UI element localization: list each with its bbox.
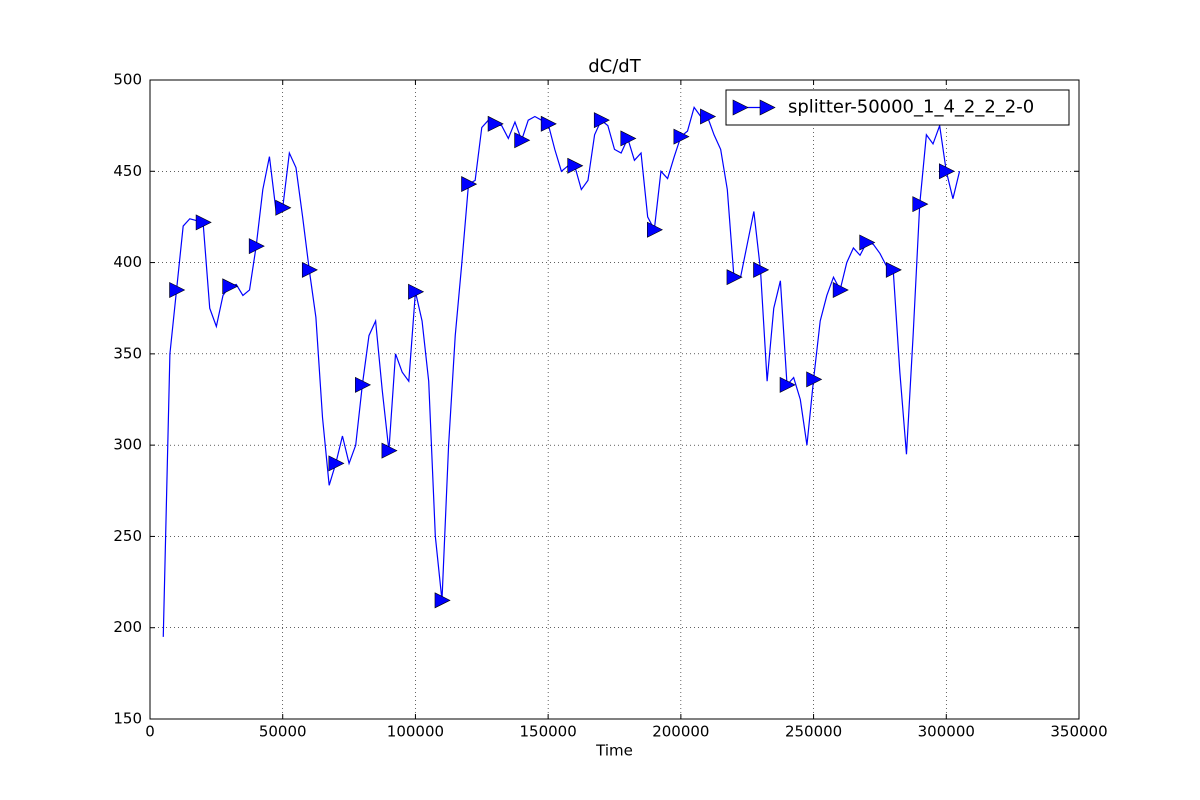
- data-marker: [726, 269, 743, 286]
- data-marker: [222, 278, 239, 295]
- data-marker: [355, 376, 372, 393]
- data-marker: [779, 376, 796, 393]
- y-tick-label: 250: [113, 527, 142, 545]
- data-marker: [938, 163, 955, 180]
- data-marker: [514, 132, 531, 149]
- x-tick-label: 350000: [1050, 723, 1107, 741]
- data-marker: [885, 261, 902, 278]
- y-tick-label: 500: [113, 71, 142, 89]
- data-marker: [461, 176, 478, 193]
- data-marker: [301, 261, 318, 278]
- data-marker: [700, 108, 717, 125]
- data-marker: [806, 371, 823, 388]
- y-tick-label: 350: [113, 344, 142, 362]
- data-marker: [753, 261, 770, 278]
- legend-marker: [732, 99, 749, 116]
- x-tick-label: 150000: [520, 723, 577, 741]
- data-marker: [487, 115, 504, 132]
- data-marker: [832, 281, 849, 298]
- data-marker: [195, 214, 212, 231]
- x-tick-label: 0: [145, 723, 155, 741]
- y-tick-label: 150: [113, 710, 142, 728]
- data-marker: [328, 455, 345, 472]
- data-marker: [593, 112, 610, 129]
- data-line: [162, 106, 961, 637]
- x-tick-label: 300000: [918, 723, 975, 741]
- plot-area: [150, 80, 1079, 719]
- data-marker: [408, 283, 425, 300]
- data-marker: [859, 234, 876, 251]
- data-marker: [275, 199, 292, 216]
- x-tick-label: 100000: [387, 723, 444, 741]
- y-tick-label: 400: [113, 253, 142, 271]
- data-marker: [673, 128, 690, 145]
- data-marker: [540, 115, 557, 132]
- y-tick-label: 450: [113, 162, 142, 180]
- data-marker: [912, 196, 929, 213]
- data-marker: [647, 221, 663, 238]
- y-tick-label: 200: [113, 618, 142, 636]
- legend-label: splitter-50000_1_4_2_2_2-0: [788, 97, 1034, 118]
- plot-frame: [149, 79, 1080, 720]
- data-marker: [434, 592, 451, 609]
- data-marker: [169, 281, 186, 298]
- x-tick-label: 50000: [259, 723, 307, 741]
- x-axis-label: Time: [595, 742, 633, 760]
- chart-title: dC/dT: [588, 56, 641, 77]
- legend-box: [725, 89, 1070, 126]
- data-marker: [381, 442, 398, 459]
- data-marker: [248, 238, 265, 255]
- x-tick-label: 250000: [785, 723, 842, 741]
- data-marker: [620, 130, 637, 147]
- data-marker: [567, 157, 584, 174]
- legend-marker: [759, 99, 776, 116]
- x-tick-label: 200000: [652, 723, 709, 741]
- y-tick-label: 300: [113, 436, 142, 454]
